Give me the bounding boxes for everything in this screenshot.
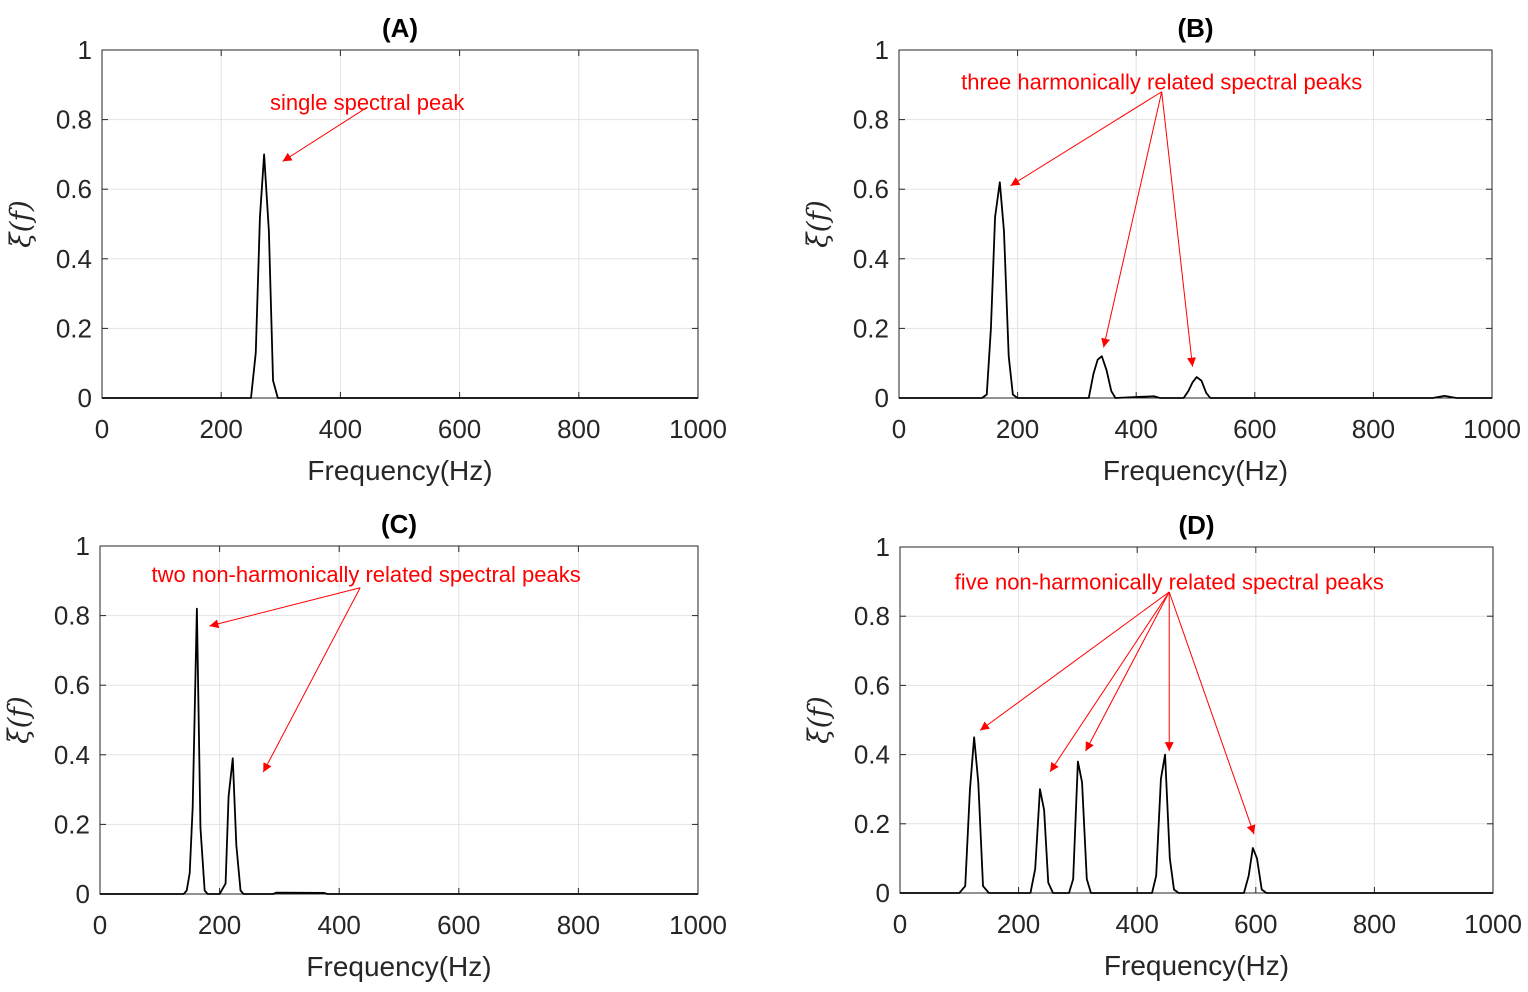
panel-c-y-axis-label: ξ(f) (2, 696, 35, 744)
panel-d-title: (D) (1178, 510, 1214, 540)
panel-b-x-tick-label-5: 1000 (1463, 414, 1521, 444)
panel-c-y-tick-label-2: 0.4 (54, 740, 90, 770)
panel-d-y-tick-label-3: 0.6 (854, 670, 890, 700)
panel-b-y-tick-label-1: 0.2 (853, 313, 889, 343)
panel-a-title: (A) (382, 13, 418, 43)
panel-d-annotation-arrow-1 (1049, 591, 1170, 773)
panel-d-x-tick-label-3: 600 (1234, 909, 1277, 939)
panel-b-y-tick-label-4: 0.8 (853, 105, 889, 135)
panel-b-x-tick-label-2: 400 (1115, 414, 1158, 444)
panel-c-plot-area (100, 546, 698, 894)
panel-b-series-line-0 (899, 181, 1492, 399)
panel-d-x-tick-label-4: 800 (1353, 909, 1396, 939)
panel-b-x-tick-label-3: 600 (1233, 414, 1276, 444)
panel-c-x-tick-label-1: 200 (198, 910, 241, 940)
panel-d-x-tick-label-1: 200 (997, 909, 1040, 939)
panel-a-y-tick-label-5: 1 (78, 35, 92, 65)
panel-c-y-tick-label-5: 1 (76, 531, 90, 561)
panel-b: 0 200 400 600 800 1000 0 0.2 0.4 0.6 0.8 1 (B) Freque… (801, 13, 1521, 486)
panel-d-x-tick-label-2: 400 (1116, 909, 1159, 939)
panel-d-y-tick-label-5: 1 (876, 532, 890, 562)
panel-b-y-axis-label: ξ(f) (801, 200, 834, 248)
panel-a-y-tick-label-1: 0.2 (56, 313, 92, 343)
panel-a-annotation-text: single spectral peak (270, 90, 465, 115)
panel-a-annotation-arrow-0 (282, 108, 365, 162)
panel-a-x-tick-label-3: 600 (438, 414, 481, 444)
panel-a-x-tick-label-1: 200 (200, 414, 243, 444)
panel-c-y-tick-label-3: 0.6 (54, 670, 90, 700)
panel-d-annotation-arrow-2 (1085, 591, 1170, 752)
panel-c-x-tick-label-4: 800 (557, 910, 600, 940)
panel-b-annotation-arrow-1 (1101, 91, 1163, 348)
panel-d-y-tick-label-4: 0.8 (854, 601, 890, 631)
panel-d-annotation-arrow-4 (1168, 591, 1256, 835)
panel-b-x-tick-label-4: 800 (1352, 414, 1395, 444)
panel-b-x-axis-label: Frequency(Hz) (1103, 455, 1288, 486)
panel-b-annotation-text: three harmonically related spectral peak… (961, 69, 1362, 94)
panel-d-x-tick-label-0: 0 (893, 909, 907, 939)
panel-a-series-line-0 (102, 153, 698, 399)
panel-b-annotation-arrow-0 (1010, 91, 1162, 187)
panel-d: 0 200 400 600 800 1000 0 0.2 0.4 0.6 0.8 1 (D) Freque… (802, 510, 1522, 981)
panel-b-axes-box (898, 49, 1493, 399)
panel-d-x-axis-label: Frequency(Hz) (1104, 950, 1289, 981)
panel-a-y-axis-label: ξ(f) (4, 200, 37, 248)
panel-b-plot-area (899, 50, 1492, 398)
panel-d-series-line-0 (900, 736, 1493, 894)
panel-c: 0 200 400 600 800 1000 0 0.2 0.4 0.6 0.8 1 (C) Freque… (2, 509, 727, 982)
panel-c-series-line-0 (100, 607, 698, 895)
panel-b-y-tick-label-0: 0 (875, 383, 889, 413)
panel-c-x-axis-label: Frequency(Hz) (306, 951, 491, 982)
panel-a: 0 200 400 600 800 1000 0 0.2 0.4 0.6 0.8 1 (A) Freque… (4, 13, 727, 486)
panel-b-x-tick-label-0: 0 (892, 414, 906, 444)
panel-c-y-tick-label-1: 0.2 (54, 809, 90, 839)
panel-d-y-tick-label-0: 0 (876, 878, 890, 908)
panel-d-plot-area (900, 547, 1493, 893)
panel-a-x-axis-label: Frequency(Hz) (307, 455, 492, 486)
panel-b-title: (B) (1177, 13, 1213, 43)
panel-c-title: (C) (381, 509, 417, 539)
panel-c-x-tick-label-0: 0 (93, 910, 107, 940)
panel-a-x-tick-label-4: 800 (557, 414, 600, 444)
panel-d-annotation-arrow-0 (979, 591, 1170, 731)
panel-a-x-tick-label-2: 400 (319, 414, 362, 444)
panel-a-plot-area (102, 50, 698, 398)
panel-c-annotation-arrow-0 (209, 587, 361, 629)
panel-b-y-tick-label-5: 1 (875, 35, 889, 65)
panel-a-y-tick-label-3: 0.6 (56, 174, 92, 204)
panel-a-y-tick-label-0: 0 (78, 383, 92, 413)
panel-b-x-tick-label-1: 200 (996, 414, 1039, 444)
panel-a-y-tick-label-4: 0.8 (56, 105, 92, 135)
panel-c-y-tick-label-4: 0.8 (54, 601, 90, 631)
panel-c-annotation-arrow-1 (262, 587, 361, 773)
panel-d-annotation-text: five non-harmonically related spectral p… (955, 570, 1384, 595)
panel-c-x-tick-label-5: 1000 (669, 910, 727, 940)
panel-d-y-tick-label-1: 0.2 (854, 809, 890, 839)
panel-d-y-axis-label: ξ(f) (802, 696, 835, 744)
panel-c-y-tick-label-0: 0 (76, 879, 90, 909)
panel-a-y-tick-label-2: 0.4 (56, 244, 92, 274)
panel-c-x-tick-label-3: 600 (437, 910, 480, 940)
panel-d-x-tick-label-5: 1000 (1464, 909, 1522, 939)
panel-d-y-tick-label-2: 0.4 (854, 740, 890, 770)
panel-c-annotation-text: two non-harmonically related spectral pe… (152, 562, 581, 587)
panel-b-y-tick-label-3: 0.6 (853, 174, 889, 204)
panel-a-x-tick-label-0: 0 (95, 414, 109, 444)
panel-c-x-tick-label-2: 400 (318, 910, 361, 940)
panel-b-y-tick-label-2: 0.4 (853, 244, 889, 274)
panel-a-x-tick-label-5: 1000 (669, 414, 727, 444)
panel-b-annotation-arrow-2 (1161, 91, 1197, 367)
